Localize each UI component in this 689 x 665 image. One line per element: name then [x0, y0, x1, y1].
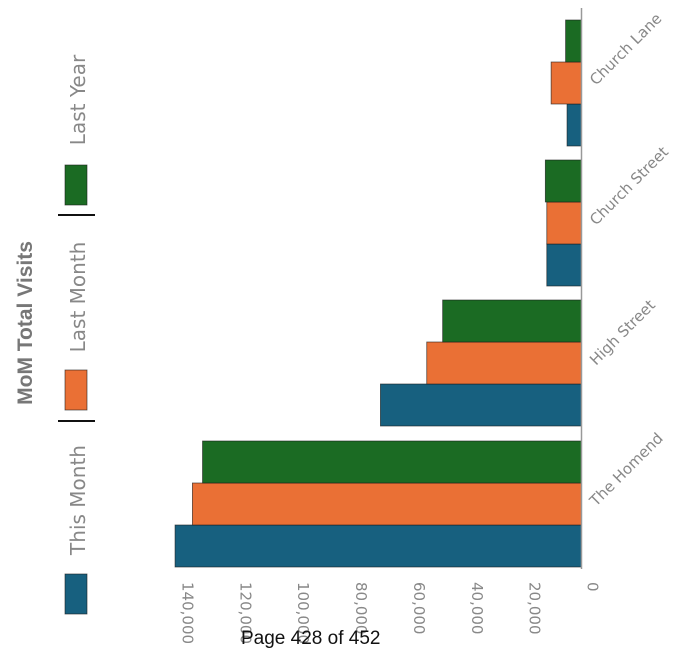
bar-last-year-church-street	[544, 159, 582, 203]
value-tick-label: 40,000	[468, 582, 486, 635]
legend-swatch-last-month	[64, 369, 88, 411]
bar-this-month-the-homend	[174, 524, 582, 568]
bar-this-month-church-lane	[566, 103, 582, 147]
bar-last-month-high-street	[426, 341, 582, 385]
legend-swatch-this-month	[64, 573, 88, 615]
bar-last-month-church-lane	[550, 61, 582, 105]
bar-last-year-high-street	[442, 299, 582, 343]
value-tick-label: 60,000	[410, 582, 428, 635]
value-tick-label: 120,000	[236, 582, 254, 644]
category-label: Church Lane	[586, 10, 665, 89]
legend-swatch-last-year	[64, 164, 88, 206]
value-tick-label: 20,000	[526, 582, 544, 635]
bar-last-year-the-homend	[202, 440, 582, 484]
bar-this-month-high-street	[380, 383, 582, 427]
bar-last-year-church-lane	[565, 19, 582, 63]
category-label: High Street	[586, 296, 659, 369]
legend-label: This Month	[66, 445, 90, 556]
value-tick-label: 80,000	[352, 582, 370, 635]
value-tick-label: 0	[584, 582, 602, 592]
page-number: Page 428 of 452	[241, 628, 381, 649]
chart-title: MoM Total Visits	[14, 241, 37, 405]
value-tick-label: 100,000	[294, 582, 312, 644]
bar-this-month-church-street	[546, 243, 582, 287]
value-tick-label: 140,000	[179, 582, 197, 644]
bar-last-month-church-street	[546, 201, 582, 245]
category-label: Church Street	[586, 143, 672, 229]
legend-label: Last Month	[66, 242, 90, 353]
category-label: The Homend	[585, 429, 666, 510]
bar-last-month-the-homend	[192, 482, 582, 526]
legend-label: Last Year	[66, 54, 90, 145]
